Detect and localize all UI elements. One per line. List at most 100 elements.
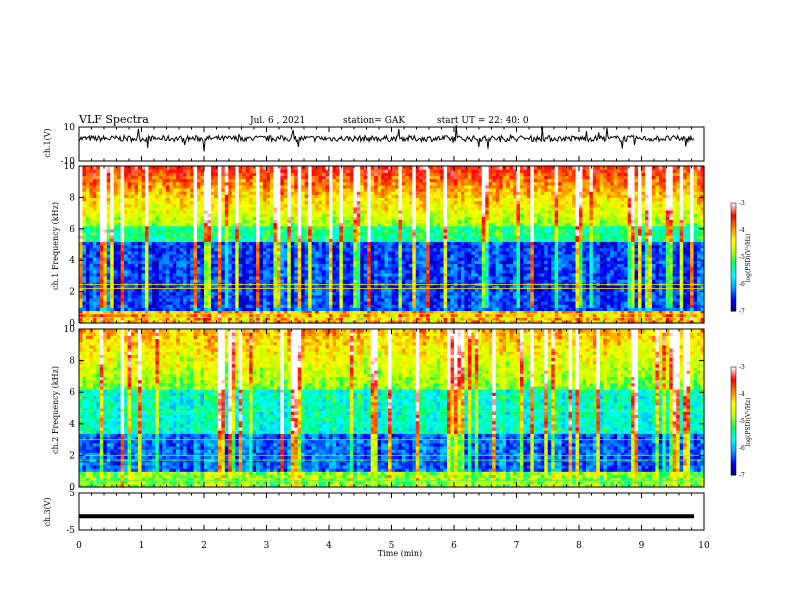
spectrogram-cell [79, 200, 84, 205]
spectrogram-cell [103, 235, 108, 239]
spectrogram-cell [374, 166, 379, 170]
spectrogram-cell [99, 263, 104, 268]
spectrogram-cell [120, 235, 125, 239]
spectrogram-cell [117, 294, 122, 299]
spectrogram-cell [103, 175, 108, 180]
spectrogram-cell [131, 301, 136, 305]
spectrogram-cell [96, 228, 101, 233]
spectrogram-cell [367, 166, 372, 170]
spectrogram-cell [85, 213, 91, 217]
spectrogram-cell [124, 166, 129, 170]
spectrogram-cell [99, 279, 104, 283]
spectrogram-cell [124, 169, 129, 173]
spectrogram-cell [99, 260, 104, 264]
spectrogram-cell [131, 241, 136, 246]
spectrogram-cell [134, 209, 139, 214]
spectrogram-cell [79, 260, 84, 264]
spectrogram-cell [113, 301, 118, 305]
spectrogram-cell [82, 187, 87, 192]
spectrogram-cell [85, 285, 91, 290]
spectrogram-cell [131, 291, 136, 296]
spectrogram-cell [131, 187, 136, 192]
spectrogram-cell [85, 209, 91, 214]
spectrogram-cell [217, 166, 222, 170]
spectrogram-cell [82, 272, 87, 277]
spectrogram-cell [127, 209, 132, 214]
spectrogram-cell [138, 285, 143, 290]
spectrogram-cell [82, 291, 87, 296]
spectrogram-cell [138, 294, 143, 299]
spectrogram-cell [103, 172, 108, 177]
spectrogram-cell [103, 307, 108, 312]
spectrogram-cell [124, 291, 129, 296]
spectrogram-cell [103, 222, 108, 227]
spectrogram-cell [124, 257, 129, 261]
spectrogram-cell [96, 235, 101, 239]
spectrogram-cell [106, 257, 111, 261]
spectrogram-cell [117, 228, 122, 233]
spectrogram-cell [127, 197, 132, 202]
spectrogram-cell [99, 319, 104, 324]
spectrogram-cell [106, 175, 111, 180]
spectrogram-cell [113, 187, 118, 192]
spectrogram-cell [106, 235, 111, 239]
spectrogram-cell [89, 313, 94, 318]
spectrogram-cell [106, 203, 111, 208]
spectrogram-cell [85, 235, 91, 239]
spectrogram-cell [99, 203, 104, 208]
spectrogram-cell [82, 313, 87, 318]
spectrogram-cell [96, 213, 101, 217]
spectrogram-cell [117, 247, 122, 252]
spectrogram-cell [110, 228, 115, 233]
spectrogram-cell [138, 297, 143, 302]
spectrogram-cell [82, 304, 87, 308]
spectrogram-cell [120, 222, 125, 227]
spectrogram-cell [103, 241, 108, 246]
spectrogram-cell [134, 272, 139, 277]
spectrogram-cell [96, 304, 101, 308]
spectrogram-cell [79, 175, 84, 180]
spectrogram-cell [117, 244, 122, 249]
spectrogram-cell [231, 166, 236, 170]
spectrogram-cell [117, 304, 122, 308]
spectrogram-cell [138, 307, 143, 312]
spectrogram-cell [85, 316, 91, 321]
spectrogram-cell [85, 257, 91, 261]
spectrogram-cell [110, 203, 115, 208]
spectrogram-cell [127, 279, 132, 283]
spectrogram-cell [245, 166, 250, 170]
spectrogram-cell [92, 187, 97, 192]
spectrogram-cell [99, 194, 104, 198]
spectrogram-cell [106, 291, 111, 296]
spectrogram-cell [127, 297, 132, 302]
spectrogram-cell [110, 191, 115, 195]
spectrogram-cell [117, 260, 122, 264]
spectrogram-cell [124, 244, 129, 249]
spectrogram-cell [96, 194, 101, 198]
spectrogram-cell [124, 213, 129, 217]
spectrogram-cell [134, 194, 139, 198]
spectrogram-cell [134, 304, 139, 308]
spectrogram-cell [82, 257, 87, 261]
spectrogram-cell [106, 238, 111, 242]
spectrogram-cell [113, 178, 118, 183]
spectrogram-cell [92, 200, 97, 205]
spectrogram-cell [106, 275, 111, 280]
spectrogram-cell [79, 316, 84, 321]
spectrogram-cell [89, 253, 94, 258]
spectrogram-cell [110, 194, 115, 198]
spectrogram-cell [120, 166, 125, 170]
spectrogram-cell [85, 253, 91, 258]
spectrogram-cell [134, 197, 139, 202]
spectrogram-cell [117, 313, 122, 318]
spectrogram-cell [96, 244, 101, 249]
spectrogram-cell [134, 238, 139, 242]
spectrogram-cell [134, 269, 139, 274]
spectrogram-cell [127, 178, 132, 183]
spectrogram-cell [92, 184, 97, 189]
spectrogram-cell [134, 316, 139, 321]
spectrogram-cell [79, 279, 84, 283]
spectrogram-cell [85, 272, 91, 277]
spectrogram-cell [131, 263, 136, 268]
spectrogram-cell [131, 279, 136, 283]
